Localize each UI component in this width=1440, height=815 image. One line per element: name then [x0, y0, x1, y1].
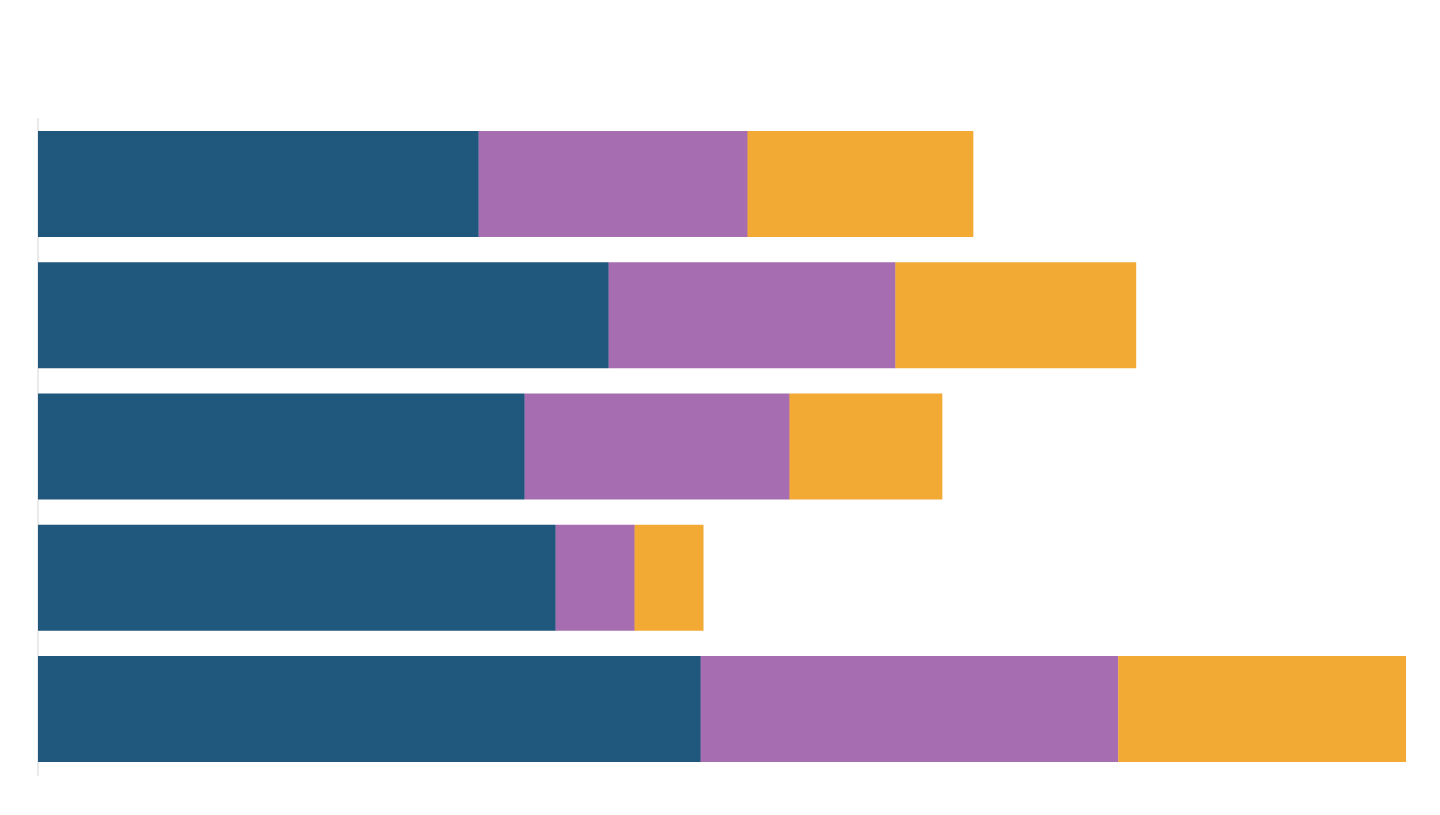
bars-layer: [38, 131, 1406, 762]
bar-segment-row5-series1: [38, 656, 701, 762]
bar-segment-row3-series2: [524, 393, 790, 500]
bar-segment-row3-series1: [38, 393, 525, 500]
bar-segment-row1-series1: [38, 131, 479, 237]
bar-segment-row2-series1: [38, 262, 609, 369]
bar-segment-row2-series3: [895, 262, 1137, 369]
bar-segment-row5-series3: [1118, 656, 1406, 762]
bar-segment-row2-series2: [608, 262, 896, 369]
bar-segment-row3-series3: [789, 393, 943, 500]
bar-segment-row4-series3: [634, 524, 704, 631]
bar-segment-row1-series3: [747, 131, 974, 237]
bar-segment-row4-series1: [38, 524, 556, 631]
bar-segment-row5-series2: [700, 656, 1119, 762]
bar-segment-row4-series2: [555, 524, 635, 631]
bar-segment-row1-series2: [478, 131, 748, 237]
